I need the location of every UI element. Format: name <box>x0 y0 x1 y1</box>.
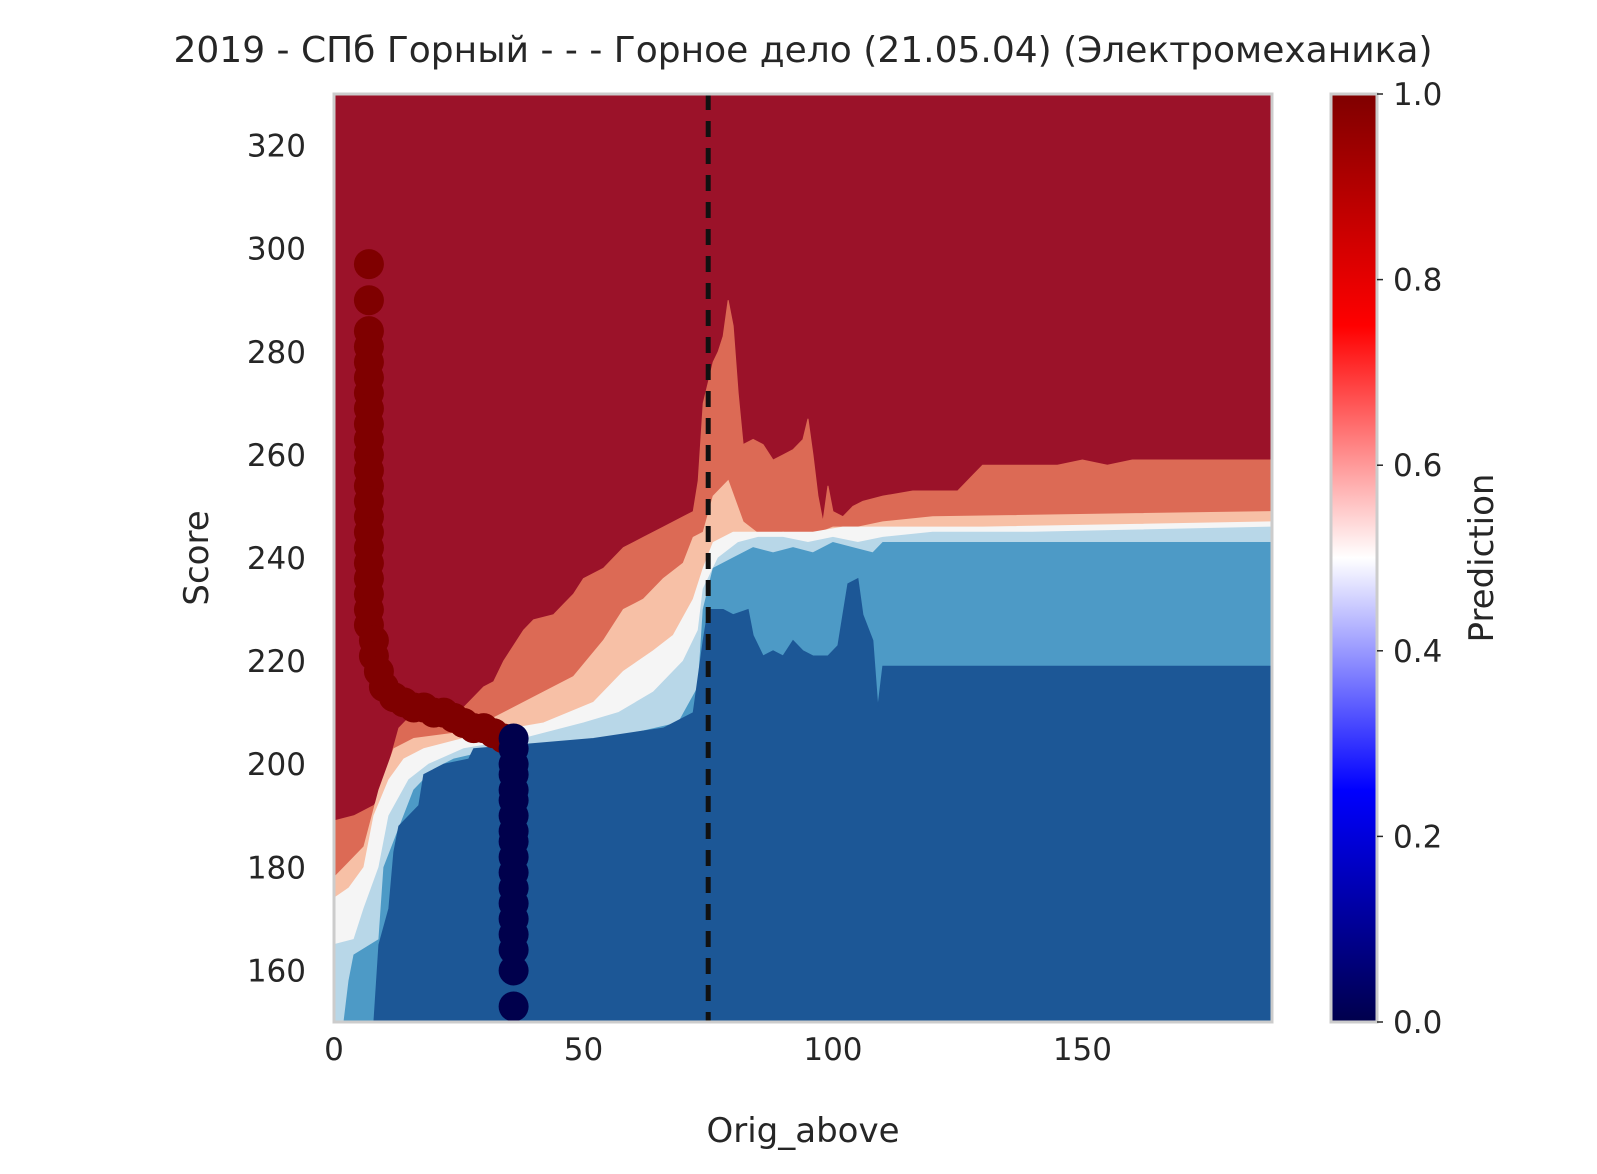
x-tick-label: 0 <box>324 1032 344 1068</box>
plot-frame <box>332 92 1274 1024</box>
scatter-point-class-0 <box>498 991 529 1022</box>
scatter-points <box>353 249 529 1022</box>
x-axis-label: Orig_above <box>706 1111 899 1151</box>
chart-title: 2019 - СПб Горный - - - Горное дело (21.… <box>173 30 1432 71</box>
y-tick-label: 260 <box>247 438 306 474</box>
scatter-point-class-0 <box>498 934 529 965</box>
colorbar-tick-label: 0.4 <box>1393 634 1442 670</box>
y-tick-label: 220 <box>247 644 306 680</box>
scatter-point-class-0 <box>498 955 529 986</box>
y-tick-label: 280 <box>247 335 306 371</box>
y-tick-label: 200 <box>247 747 306 783</box>
x-tick-label: 150 <box>1053 1032 1112 1068</box>
colorbar-label: Prediction <box>1462 474 1502 643</box>
colorbar-tick-label: 0.2 <box>1393 819 1442 855</box>
colorbar-tick-label: 1.0 <box>1393 77 1442 113</box>
x-axis-ticks: 0 50 100 150 <box>324 1032 1112 1068</box>
colorbar-tick-label: 0.0 <box>1393 1005 1442 1041</box>
y-tick-label: 240 <box>247 541 306 577</box>
plot-area <box>334 94 1272 1022</box>
colorbar-gradient <box>1331 94 1377 1022</box>
x-tick-label: 50 <box>564 1032 603 1068</box>
colorbar-frame <box>1329 92 1379 1024</box>
contour-band-0.0-0.1 <box>334 577 1272 1022</box>
scatter-point-class-1 <box>353 285 384 316</box>
colorbar: 0.0 0.2 0.4 0.6 0.8 1.0 Prediction <box>1329 77 1502 1041</box>
colorbar-tick-label: 0.8 <box>1393 263 1442 299</box>
y-axis-ticks: 160 180 200 220 240 260 280 300 320 <box>247 129 306 990</box>
y-tick-label: 300 <box>247 232 306 268</box>
y-axis-label: Score <box>177 510 217 605</box>
y-tick-label: 180 <box>247 850 306 886</box>
x-tick-label: 100 <box>803 1032 862 1068</box>
y-tick-label: 160 <box>247 953 306 989</box>
colorbar-ticks: 0.0 0.2 0.4 0.6 0.8 1.0 <box>1377 77 1442 1041</box>
contour-bands <box>334 300 1272 1022</box>
scatter-point-class-1 <box>353 249 384 280</box>
colorbar-tick-label: 0.6 <box>1393 448 1442 484</box>
y-tick-label: 320 <box>247 129 306 165</box>
